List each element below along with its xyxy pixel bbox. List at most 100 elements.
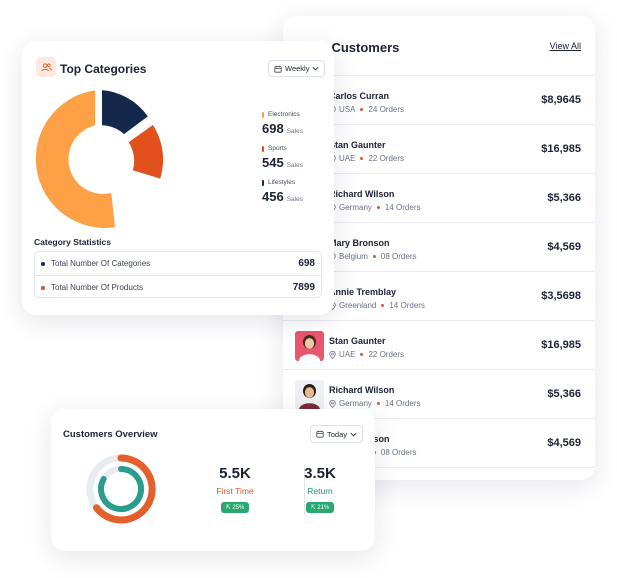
legend-label-row: Lifestyles	[262, 179, 303, 186]
customer-amount: $3,5698	[541, 290, 581, 302]
donut-segment-sports	[128, 125, 164, 179]
customer-avatar	[295, 331, 324, 361]
customer-amount: $16,985	[541, 143, 581, 155]
customer-name: Annie Tremblay	[329, 287, 397, 297]
statistics-row: Total Number Of Products 7899	[35, 275, 321, 298]
legend-value-row: 545 Sales	[262, 155, 303, 170]
customer-orders: 08 Orders	[380, 448, 417, 457]
separator-dot	[360, 353, 364, 356]
customer-amount: $8,9645	[541, 94, 581, 106]
customer-amount: $5,366	[547, 388, 581, 400]
statistics-value: 698	[298, 258, 315, 269]
category-statistics-title: Category Statistics	[34, 237, 111, 247]
customer-amount: $16,985	[541, 339, 581, 351]
customer-meta: UAE 22 Orders	[329, 350, 404, 359]
chevron-down-icon	[312, 66, 319, 71]
customer-meta: Germany 14 Orders	[329, 399, 420, 408]
top-categories-card: Top Categories Weekly Electronics 698 Sale…	[22, 41, 334, 315]
legend-label: Sports	[268, 145, 287, 152]
legend-unit: Sales	[286, 128, 303, 135]
customer-row[interactable]: Richard Wilson Germany 14 Orders $5,366	[283, 370, 595, 419]
legend-item-lifestyles: Lifestyles 456 Sales	[262, 179, 303, 204]
customer-country: Belgium	[339, 252, 368, 261]
calendar-icon	[316, 430, 324, 438]
customer-amount: $4,569	[547, 241, 581, 253]
customer-row[interactable]: Stan Gaunter UAE 22 Orders $16,985	[283, 321, 595, 370]
calendar-icon	[274, 65, 282, 73]
customer-name: Stan Gaunter	[329, 140, 386, 150]
customer-country: Greenland	[339, 301, 377, 310]
customer-country: UAE	[339, 154, 356, 163]
view-all-link[interactable]: View All	[549, 41, 581, 51]
legend-swatch	[262, 145, 264, 152]
customer-name: Mary Bronson	[329, 238, 390, 248]
customer-orders: 24 Orders	[368, 105, 405, 114]
customer-meta: USA 24 Orders	[329, 105, 404, 114]
overview-divider	[304, 465, 305, 515]
first-time-change-badge: ⇱ 25%	[220, 502, 250, 513]
first-time-label: First Time	[216, 486, 254, 496]
legend-unit: Sales	[286, 196, 303, 203]
users-icon	[36, 57, 56, 77]
return-value: 3.5K	[304, 465, 336, 482]
customer-name: Richard Wilson	[329, 189, 395, 199]
statistics-row: Total Number Of Categories 698	[35, 252, 321, 275]
customer-name: Carlos Curran	[329, 91, 390, 101]
first-time-value: 5.5K	[219, 465, 251, 482]
legend-value-row: 456 Sales	[262, 189, 303, 204]
overview-period-select[interactable]: Today	[310, 425, 364, 443]
customer-meta: Germany 14 Orders	[329, 203, 420, 212]
donut-segment-lifestyles	[102, 90, 148, 135]
return-stat: 3.5K Return ⇱ 21%	[280, 465, 360, 514]
ring-return	[98, 466, 144, 512]
customers-overview-card: Customers Overview Today 5.5K First Time…	[51, 409, 375, 551]
category-donut-chart	[35, 90, 164, 229]
customers-overview-title: Customers Overview	[63, 429, 158, 440]
customer-country: USA	[339, 105, 356, 114]
first-time-stat: 5.5K First Time ⇱ 25%	[195, 465, 275, 514]
legend-label: Lifestyles	[268, 179, 296, 186]
customer-name: Stan Gaunter	[329, 336, 386, 346]
customer-meta: UAE 22 Orders	[329, 154, 404, 163]
location-pin-icon	[329, 399, 336, 408]
legend-label-row: Electronics	[262, 111, 303, 118]
legend-label-row: Sports	[262, 145, 303, 152]
customer-orders: 14 Orders	[384, 399, 421, 408]
customer-amount: $5,366	[547, 192, 581, 204]
separator-dot	[372, 255, 376, 258]
separator-dot	[376, 402, 380, 405]
period-select-value: Weekly	[285, 64, 310, 73]
customer-name: Richard Wilson	[329, 385, 395, 395]
return-change: 21%	[317, 505, 330, 511]
statistics-bullet	[41, 262, 45, 266]
customer-meta: Belgium 08 Orders	[329, 252, 416, 261]
separator-dot	[376, 206, 380, 209]
legend-unit: Sales	[286, 162, 303, 169]
statistics-label: Total Number Of Categories	[51, 259, 151, 268]
donut-segment-electronics	[35, 90, 115, 229]
overview-ring-chart	[86, 454, 156, 524]
customer-meta: Greenland 14 Orders	[329, 301, 425, 310]
statistics-value: 7899	[292, 282, 315, 293]
customer-country: Germany	[339, 203, 372, 212]
legend-swatch	[262, 111, 264, 118]
ring-first-time	[93, 454, 156, 524]
legend-label: Electronics	[268, 111, 300, 118]
legend-value-row: 698 Sales	[262, 121, 303, 136]
statistics-bullet	[41, 286, 45, 290]
overview-period-value: Today	[327, 429, 348, 439]
customer-country: UAE	[339, 350, 356, 359]
legend-value: 456	[262, 189, 284, 204]
customer-orders: 14 Orders	[389, 301, 425, 310]
location-pin-icon	[329, 350, 336, 359]
statistics-label: Total Number Of Products	[51, 283, 144, 292]
customer-amount: $4,569	[547, 437, 581, 449]
period-select[interactable]: Weekly	[268, 60, 326, 77]
customer-orders: 22 Orders	[368, 350, 405, 359]
return-change-badge: ⇱ 21%	[305, 502, 335, 513]
separator-dot	[360, 157, 364, 160]
legend-value: 545	[262, 155, 284, 170]
separator-dot	[381, 304, 385, 307]
customer-country: Germany	[339, 399, 372, 408]
separator-dot	[360, 108, 364, 111]
